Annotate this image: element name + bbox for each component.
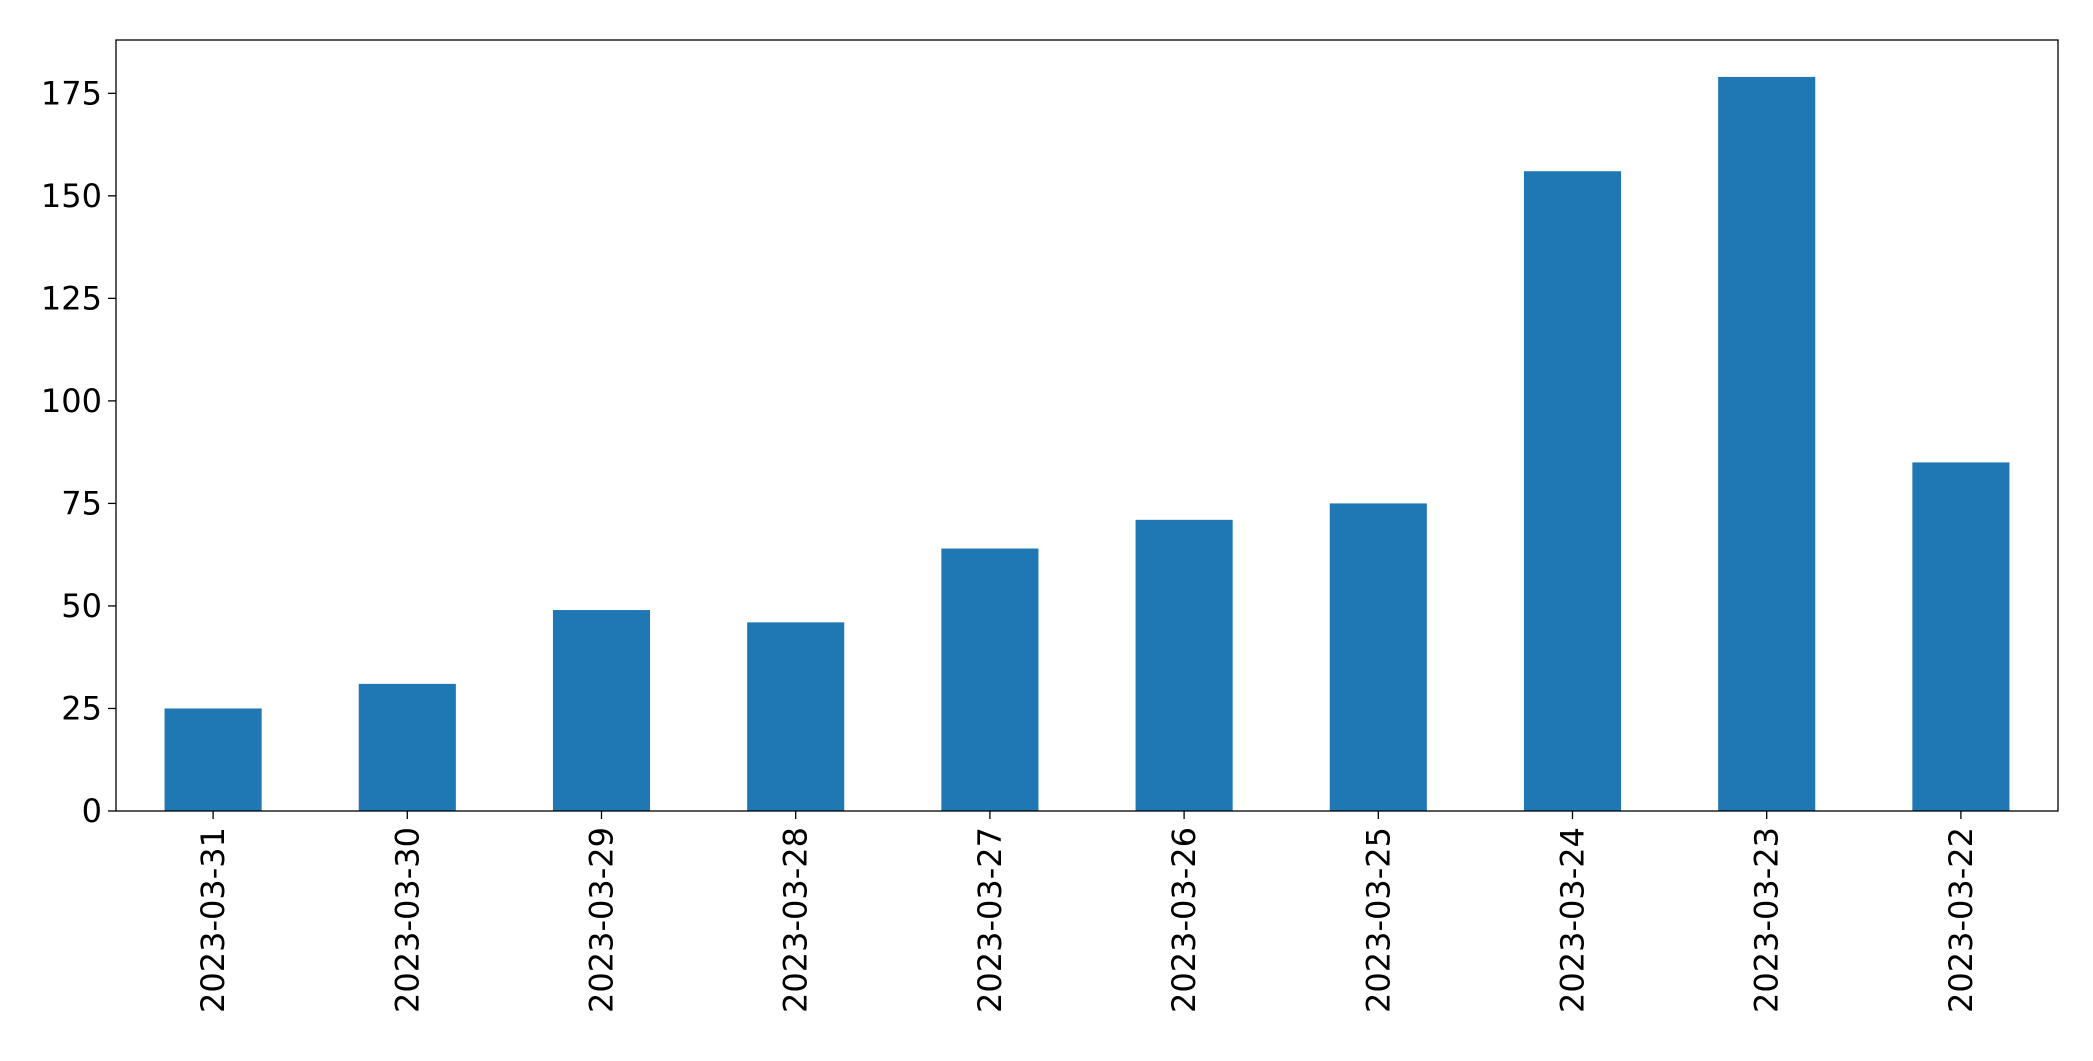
x-tick-label: 2023-03-28 [777,827,815,1013]
bar-2023-03-31 [164,708,262,811]
x-tick-label: 2023-03-23 [1748,827,1786,1013]
y-tick-label: 25 [61,689,102,727]
x-tick-label: 2023-03-26 [1165,827,1203,1013]
x-tick-label: 2023-03-24 [1554,827,1592,1013]
bar-2023-03-24 [1523,171,1622,812]
y-tick-label: 75 [61,484,102,522]
bar-2023-03-23 [1718,76,1816,812]
y-tick-label: 125 [41,279,102,317]
bar-2023-03-29 [552,610,651,811]
x-tick-label: 2023-03-22 [1942,827,1980,1013]
x-tick-label: 2023-03-25 [1359,827,1397,1013]
plot-frame [115,39,2059,812]
bar-2023-03-26 [1135,519,1233,811]
bar-2023-03-27 [941,548,1039,811]
y-tick-label: 175 [41,74,102,112]
y-tick-label: 0 [82,792,102,830]
y-tick-label: 100 [41,382,102,420]
bar-2023-03-30 [358,683,456,811]
x-tick-label: 2023-03-30 [388,827,426,1013]
bar-2023-03-25 [1329,503,1427,811]
y-axis: 0 25 50 75 100 125 150 175 [41,74,116,830]
y-tick-label: 50 [61,587,102,625]
x-axis: 2023-03-31 2023-03-30 2023-03-29 2023-03-28… [194,811,1980,1013]
bar-2023-03-22 [1912,462,2010,811]
x-tick-label: 2023-03-27 [971,827,1009,1013]
y-tick-label: 150 [41,177,102,215]
bar-2023-03-28 [747,622,845,811]
x-tick-label: 2023-03-31 [194,827,232,1013]
x-tick-label: 2023-03-29 [583,827,621,1013]
bars [164,76,2010,812]
